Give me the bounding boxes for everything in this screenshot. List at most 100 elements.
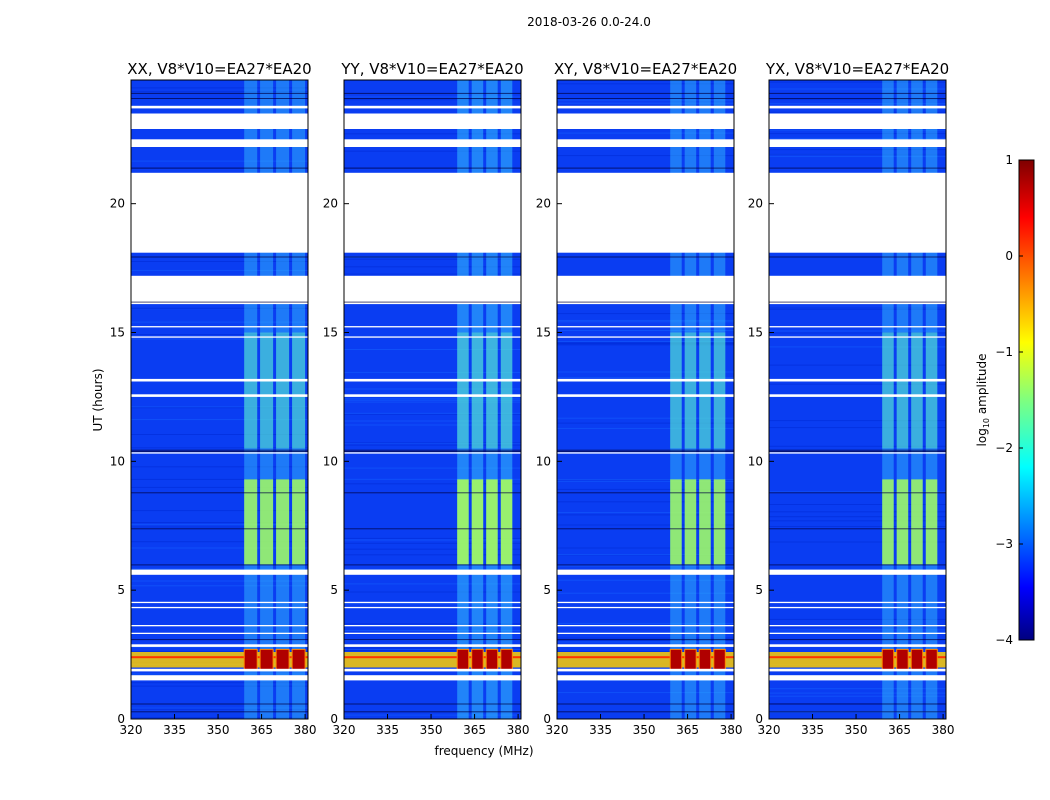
dark-line xyxy=(557,639,734,641)
flagged-range xyxy=(769,113,946,129)
flagged-range xyxy=(131,668,308,672)
noise-streak xyxy=(344,424,521,426)
noise-streak xyxy=(344,568,521,570)
dark-line xyxy=(344,92,521,94)
noise-streak xyxy=(557,479,734,480)
noise-streak xyxy=(769,420,946,422)
dark-line xyxy=(769,528,946,530)
flagged-range xyxy=(131,336,308,338)
rfi-column-strong xyxy=(500,479,513,565)
flagged-range xyxy=(557,172,734,253)
noise-streak xyxy=(131,87,308,89)
flagged-range xyxy=(344,606,521,609)
noise-streak xyxy=(769,383,946,385)
noise-streak xyxy=(344,444,521,446)
noise-streak xyxy=(557,547,734,549)
dark-line xyxy=(344,451,521,452)
dark-line xyxy=(344,564,521,566)
flagged-range xyxy=(769,601,946,604)
noise-streak xyxy=(344,583,521,585)
noise-streak xyxy=(769,695,946,697)
colorbar-tick-label: −1 xyxy=(995,345,1013,359)
noise-streak xyxy=(769,445,946,447)
flagged-range xyxy=(131,105,308,109)
dark-line xyxy=(557,301,734,303)
noise-streak xyxy=(769,88,946,90)
noise-streak xyxy=(131,568,308,570)
noise-streak xyxy=(557,579,734,581)
dark-line xyxy=(769,256,946,258)
event-hotspot xyxy=(684,648,697,671)
rfi-column-strong xyxy=(925,479,938,565)
y-tick-label: 20 xyxy=(110,197,125,211)
noise-streak xyxy=(131,708,308,710)
noise-streak xyxy=(769,111,946,113)
flagged-range xyxy=(557,378,734,382)
rfi-column-mid xyxy=(260,332,274,449)
rfi-column xyxy=(713,80,726,719)
dark-line xyxy=(131,492,308,494)
flagged-range xyxy=(557,675,734,681)
noise-streak xyxy=(769,99,946,101)
rfi-column xyxy=(699,80,711,719)
noise-streak xyxy=(769,137,946,139)
flagged-range xyxy=(557,601,734,604)
rfi-column-mid xyxy=(244,332,258,449)
y-axis-label: UT (hours) xyxy=(91,368,105,431)
dark-line xyxy=(557,451,734,452)
rfi-column-mid xyxy=(699,332,711,449)
noise-streak xyxy=(769,103,946,105)
dark-line xyxy=(344,711,521,713)
noise-streak xyxy=(344,258,521,260)
x-tick-label: 380 xyxy=(294,723,317,737)
flagged-range xyxy=(131,625,308,627)
y-tick-label: 20 xyxy=(323,197,338,211)
noise-streak xyxy=(344,714,521,716)
noise-streak xyxy=(131,447,308,449)
flagged-range xyxy=(769,606,946,609)
event-line xyxy=(131,656,308,659)
y-tick-label: 10 xyxy=(748,454,763,468)
noise-streak xyxy=(769,129,946,131)
dark-line xyxy=(769,703,946,705)
noise-streak xyxy=(131,685,308,687)
noise-streak xyxy=(344,630,521,631)
flagged-range xyxy=(769,668,946,672)
rfi-column-strong xyxy=(457,479,469,565)
rfi-column-mid xyxy=(276,332,290,449)
flagged-range xyxy=(769,675,946,681)
noise-streak xyxy=(557,607,734,609)
noise-streak xyxy=(344,591,521,593)
noise-streak xyxy=(769,307,946,309)
flagged-range xyxy=(769,172,946,253)
noise-streak xyxy=(131,91,308,93)
noise-streak xyxy=(344,99,521,101)
event-hotspot xyxy=(291,648,306,671)
flagged-range xyxy=(131,569,308,575)
flagged-range xyxy=(557,644,734,647)
rfi-column-mid xyxy=(713,332,726,449)
noise-streak xyxy=(557,639,734,641)
rfi-column xyxy=(457,80,469,719)
noise-streak xyxy=(557,104,734,106)
x-tick-label: 365 xyxy=(676,723,699,737)
noise-streak xyxy=(131,486,308,488)
rfi-column xyxy=(500,80,513,719)
noise-streak xyxy=(344,399,521,401)
dark-line xyxy=(557,167,734,169)
dark-line xyxy=(131,449,308,451)
dark-line xyxy=(557,492,734,494)
noise-streak xyxy=(344,420,521,422)
dark-line xyxy=(131,98,308,99)
dark-line xyxy=(769,167,946,169)
plot-frame xyxy=(130,79,309,720)
y-tick-label: 5 xyxy=(330,583,338,597)
event-hotspot xyxy=(275,648,290,671)
flagged-range xyxy=(557,113,734,129)
flagged-range xyxy=(769,644,946,647)
noise-streak xyxy=(344,398,521,400)
noise-streak xyxy=(769,308,946,310)
noise-streak xyxy=(557,342,734,344)
colorbar-tick-label: 1 xyxy=(1005,153,1013,167)
noise-streak xyxy=(344,647,521,649)
